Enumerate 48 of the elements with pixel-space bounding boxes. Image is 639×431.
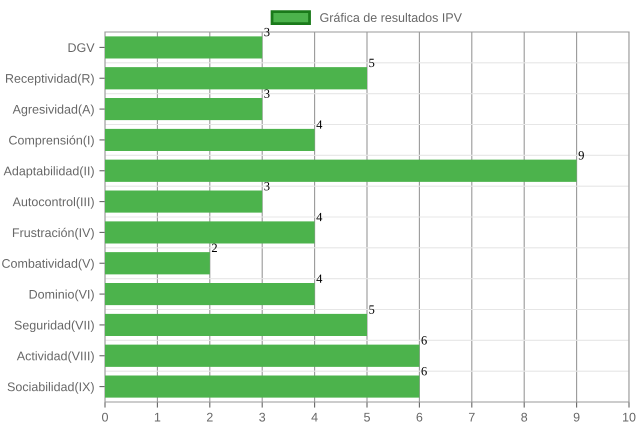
x-tick-label: 6: [416, 412, 422, 422]
y-tick-label: DGV: [68, 43, 95, 52]
y-tick-label: Receptividad(R): [6, 74, 94, 86]
x-tick-label: 8: [521, 412, 528, 422]
x-tick-label: 0: [102, 412, 108, 422]
bar: [105, 282, 315, 306]
bar: [105, 36, 262, 59]
x-tick-label: 1: [154, 412, 160, 422]
bar: [105, 252, 210, 274]
y-tick-label: Agresividad(A): [12, 104, 94, 116]
y-tick-label: Actividad(VIII): [16, 351, 94, 363]
bar: [105, 221, 315, 244]
bar: [105, 160, 577, 182]
data-label: 4: [316, 212, 322, 222]
y-tick-label: Autocontrol(III): [12, 197, 94, 209]
data-label: 3: [264, 28, 270, 36]
bar: [105, 128, 315, 152]
x-tick-label: 9: [574, 412, 580, 422]
data-label: 2: [212, 244, 217, 252]
data-label: 5: [369, 58, 374, 68]
y-tick-label: Seguridad(VII): [14, 320, 94, 332]
bar: [105, 314, 367, 336]
x-tick-label: 5: [364, 412, 370, 422]
y-tick-label: Dominio(VI): [30, 290, 94, 302]
bar: [105, 344, 420, 367]
data-label: 6: [422, 367, 427, 376]
bar: [105, 98, 262, 120]
legend-label: Gráfica de resultados IPV: [320, 12, 462, 22]
bar: [105, 67, 367, 90]
data-label: 9: [578, 151, 584, 160]
data-label: 6: [422, 336, 427, 345]
data-label: 4: [316, 274, 322, 283]
bar: [105, 190, 262, 213]
x-tick-label: 3: [259, 412, 266, 422]
bar: [105, 375, 420, 398]
y-tick-label: Comprensión(I): [9, 135, 94, 148]
y-tick-label: Frustración(IV): [12, 228, 94, 240]
data-label: 4: [316, 120, 322, 129]
data-label: 3: [264, 182, 270, 190]
y-tick-label: Combatividad(V): [2, 258, 94, 270]
x-tick-label: 7: [468, 412, 475, 422]
x-tick-label: 4: [311, 412, 318, 422]
x-tick-label: 10: [623, 412, 636, 422]
y-tick-label: Sociabilidad(IX): [8, 382, 94, 394]
y-tick-label: Adaptabilidad(II): [4, 166, 94, 178]
data-label: 3: [264, 90, 270, 98]
x-tick-label: 2: [206, 412, 213, 422]
data-label: 5: [369, 305, 374, 314]
